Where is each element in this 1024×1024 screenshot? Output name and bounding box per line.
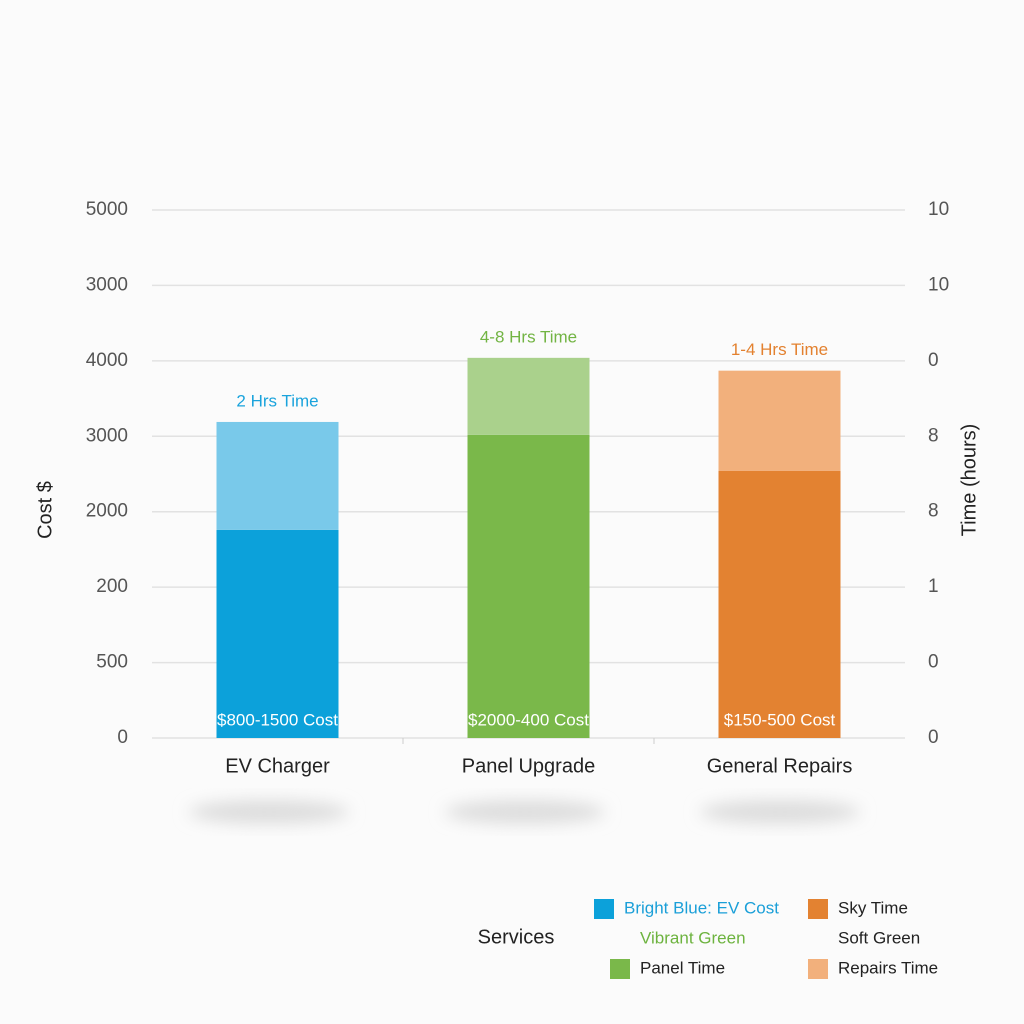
y2-tick-label: 1 (928, 576, 939, 597)
y2-tick-label: 0 (928, 350, 939, 371)
y2-tick-label: 0 (928, 652, 939, 673)
legend-swatch (594, 899, 614, 919)
y-tick-label: 3000 (86, 425, 128, 446)
y2-axis-title: Time (hours) (958, 424, 980, 537)
y-tick-label: 3000 (86, 274, 128, 295)
legend-label: Sky Time (838, 898, 908, 917)
legend-label: Soft Green (838, 928, 920, 947)
legend-swatch (610, 959, 630, 979)
y2-tick-label: 8 (928, 501, 939, 522)
y2-tick-label: 8 (928, 425, 939, 446)
bar-segment (467, 357, 590, 435)
y2-tick-label: 10 (928, 199, 949, 220)
legend-label: Panel Time (640, 958, 725, 977)
y2-tick-label: 0 (928, 727, 939, 748)
cost-label: $150-500 Cost (724, 710, 836, 729)
cost-label: $2000-400 Cost (468, 710, 589, 729)
x-axis-title: Services (478, 926, 555, 948)
cost-label: $800-1500 Cost (217, 710, 338, 729)
y2-tick-label: 10 (928, 274, 949, 295)
shadow (445, 800, 605, 824)
shadow (189, 800, 349, 824)
y-tick-label: 500 (96, 652, 128, 673)
y-tick-label: 0 (117, 727, 128, 748)
legend-swatch (808, 899, 828, 919)
x-tick-label: General Repairs (707, 755, 853, 777)
legend-label: Bright Blue: EV Cost (624, 898, 779, 917)
bar-segment (718, 470, 841, 738)
legend-swatch (808, 959, 828, 979)
shadow (700, 800, 860, 824)
x-tick-label: EV Charger (225, 755, 330, 777)
time-label: 1-4 Hrs Time (731, 340, 828, 359)
y-tick-label: 5000 (86, 199, 128, 220)
y-tick-label: 200 (96, 576, 128, 597)
bar-segment (216, 529, 339, 738)
legend-label: Vibrant Green (640, 928, 746, 947)
legend-label: Repairs Time (838, 958, 938, 977)
bar-segment (718, 370, 841, 471)
x-tick-label: Panel Upgrade (462, 755, 595, 777)
bar-segment (467, 434, 590, 738)
bar-segment (216, 421, 339, 530)
y-tick-label: 2000 (86, 501, 128, 522)
time-label: 2 Hrs Time (236, 391, 318, 410)
time-label: 4-8 Hrs Time (480, 327, 577, 346)
y-axis-title: Cost $ (34, 481, 56, 539)
y-tick-label: 4000 (86, 350, 128, 371)
